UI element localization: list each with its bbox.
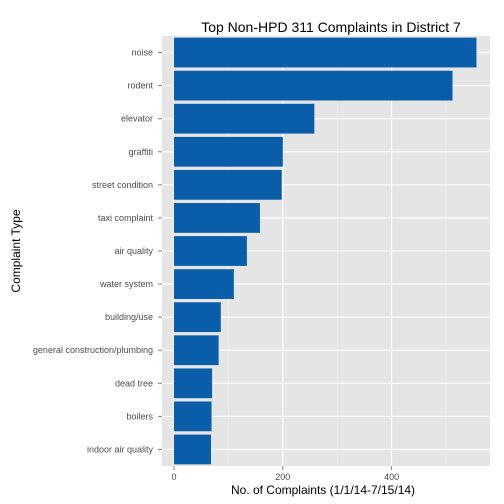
bar	[174, 335, 219, 366]
y-tick-label: elevator	[121, 114, 153, 124]
bar	[174, 302, 221, 333]
y-tick-label: street condition	[92, 180, 153, 190]
bars	[174, 37, 477, 465]
bar	[174, 368, 213, 399]
y-tick-label: building/use	[105, 312, 153, 322]
bar	[174, 169, 282, 200]
y-tick-label: taxi complaint	[98, 213, 154, 223]
x-tick-label: 0	[171, 472, 176, 482]
y-tick-label: air quality	[114, 246, 153, 256]
bar	[174, 70, 453, 101]
y-tick-label: noise	[131, 48, 153, 58]
chart-title: Top Non-HPD 311 Complaints in District 7	[201, 19, 461, 35]
y-tick-label: rodent	[127, 81, 153, 91]
x-tick-label: 200	[275, 472, 290, 482]
y-axis-title: Complaint Type	[9, 209, 23, 292]
y-tick-label: graffiti	[129, 147, 153, 157]
y-tick-labels: noise rodent elevator graffiti street condit…	[33, 48, 162, 454]
bar	[174, 236, 247, 266]
x-tick-labels: 0 200 400	[171, 466, 399, 482]
y-tick-label: boilers	[126, 411, 153, 421]
bar	[174, 434, 211, 465]
bar	[174, 401, 212, 432]
bar	[174, 136, 283, 167]
y-tick-label: dead tree	[115, 378, 153, 388]
y-tick-label: water system	[99, 279, 153, 289]
x-axis-title: No. of Complaints (1/1/14-7/15/14)	[231, 483, 415, 497]
x-tick-label: 400	[384, 472, 399, 482]
y-tick-label: indoor air quality	[87, 444, 154, 454]
y-tick-label: general construction/plumbing	[33, 345, 153, 355]
bar	[174, 103, 315, 134]
bar	[174, 37, 477, 68]
bar	[174, 269, 234, 299]
bar	[174, 203, 260, 233]
